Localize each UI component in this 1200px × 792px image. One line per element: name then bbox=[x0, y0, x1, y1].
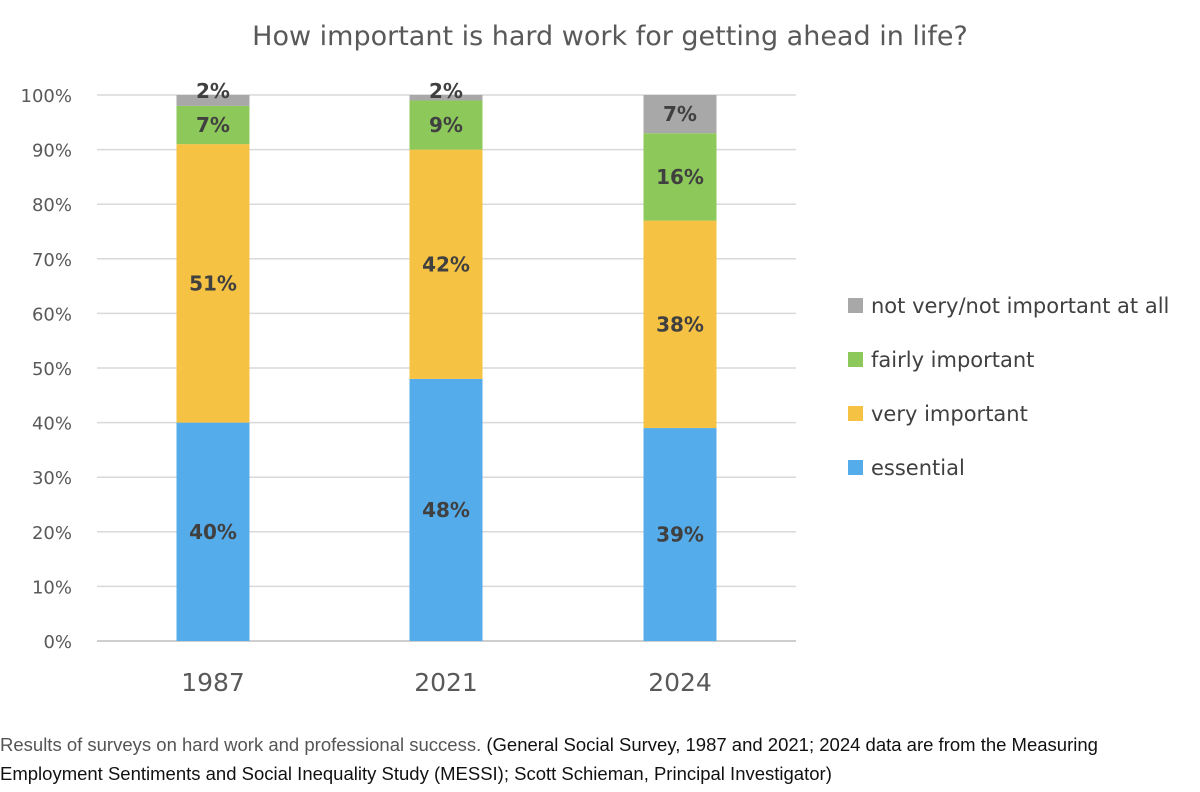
y-tick-label: 60% bbox=[32, 304, 72, 325]
caption-lead: Results of surveys on hard work and prof… bbox=[0, 734, 482, 755]
y-tick-label: 30% bbox=[32, 468, 72, 489]
y-tick-label: 40% bbox=[32, 414, 72, 435]
legend: not very/not important at all fairly impo… bbox=[848, 294, 1169, 480]
y-tick-label: 100% bbox=[21, 86, 72, 107]
y-tick-label: 20% bbox=[32, 523, 72, 544]
axes: 0% 10% 20% 30% 40% 50% 60% 70% 80% 90% 100% 1987 202… bbox=[21, 86, 712, 697]
data-label: 38% bbox=[656, 312, 704, 336]
y-tick-label: 10% bbox=[32, 577, 72, 598]
legend-label: not very/not important at all bbox=[871, 294, 1169, 318]
chart-title: How important is hard work for getting a… bbox=[252, 21, 968, 52]
data-label: 7% bbox=[196, 113, 230, 137]
chart-container: 40% 51% 7% 2% 48% 42% 9% 2% 39% 38% 16% 7% 0% 10% 20%… bbox=[21, 21, 1170, 697]
legend-label: very important bbox=[871, 402, 1028, 426]
x-tick-label: 2021 bbox=[414, 668, 478, 697]
legend-swatch bbox=[848, 298, 863, 313]
bar-segment bbox=[643, 95, 717, 134]
legend-swatch bbox=[848, 406, 863, 421]
data-label: 51% bbox=[189, 271, 237, 295]
bar-segment bbox=[409, 378, 483, 641]
data-label: 39% bbox=[656, 523, 704, 547]
legend-label: essential bbox=[871, 456, 965, 480]
bar-segment bbox=[176, 422, 250, 641]
data-label: 42% bbox=[422, 252, 470, 276]
x-tick-label: 1987 bbox=[181, 668, 245, 697]
y-tick-label: 80% bbox=[32, 195, 72, 216]
bar-segment bbox=[643, 133, 717, 221]
bar-segment bbox=[176, 144, 250, 423]
caption-source: (General Social Survey, 1987 and 2021; 2… bbox=[0, 734, 1098, 784]
bar-segment bbox=[643, 428, 717, 641]
bar-segment bbox=[409, 100, 483, 150]
y-tick-label: 50% bbox=[32, 359, 72, 380]
x-tick-label: 2024 bbox=[648, 668, 712, 697]
bar-segment bbox=[176, 105, 250, 145]
bars: 40% 51% 7% 2% 48% 42% 9% 2% 39% 38% 16% 7% bbox=[176, 79, 717, 641]
data-label: 9% bbox=[429, 113, 463, 137]
bar-segment bbox=[176, 95, 250, 106]
legend-swatch bbox=[848, 352, 863, 367]
legend-label: fairly important bbox=[871, 348, 1034, 372]
data-label: 16% bbox=[656, 165, 704, 189]
data-label: 2% bbox=[429, 79, 463, 103]
data-label: 48% bbox=[422, 498, 470, 522]
figure-caption: Results of surveys on hard work and prof… bbox=[0, 730, 1190, 788]
y-tick-label: 90% bbox=[32, 141, 72, 162]
bar-segment bbox=[409, 95, 483, 101]
bar-segment bbox=[409, 149, 483, 379]
y-tick-label: 0% bbox=[43, 632, 72, 653]
bar-segment bbox=[643, 220, 717, 429]
data-label: 2% bbox=[196, 79, 230, 103]
stacked-bar-chart: 40% 51% 7% 2% 48% 42% 9% 2% 39% 38% 16% 7% 0% 10% 20%… bbox=[21, 21, 1170, 697]
y-tick-label: 70% bbox=[32, 250, 72, 271]
legend-swatch bbox=[848, 460, 863, 475]
data-label: 7% bbox=[663, 102, 697, 126]
data-label: 40% bbox=[189, 520, 237, 544]
